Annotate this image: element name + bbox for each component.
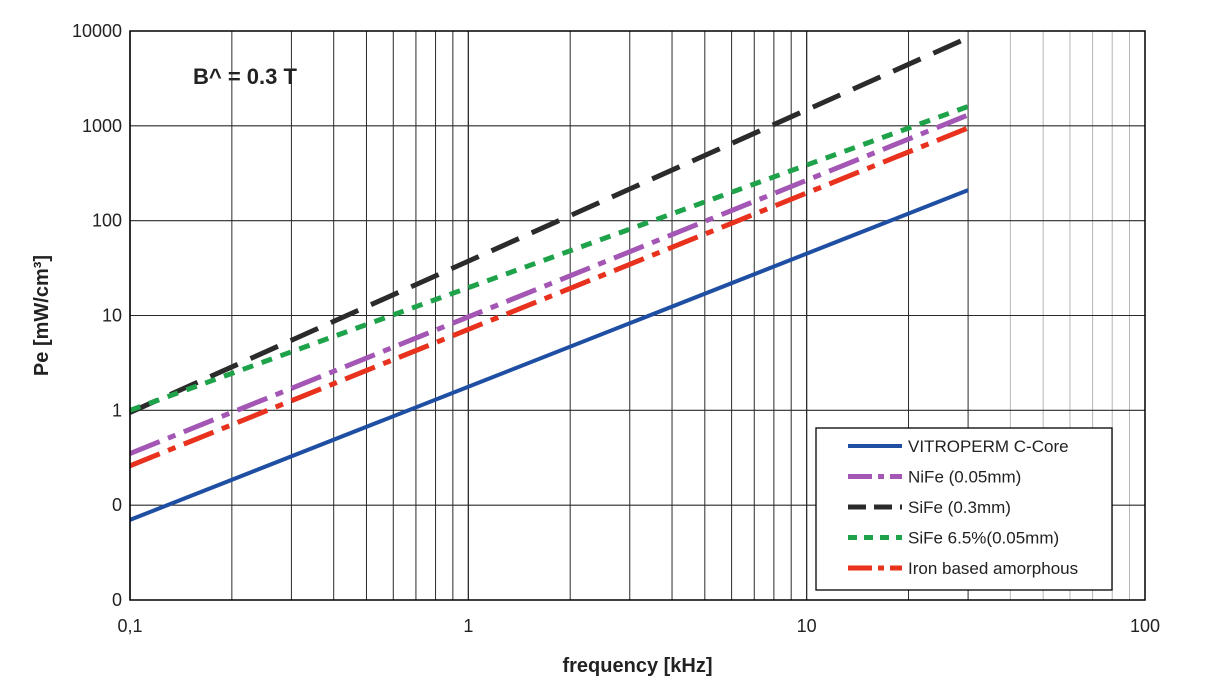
legend-label: VITROPERM C-Core <box>908 437 1069 456</box>
series-line <box>129 188 969 522</box>
plot-frame <box>129 30 1146 601</box>
y-tick-label: 1 <box>112 400 122 420</box>
series-lines <box>128 35 970 522</box>
y-axis-title: Pe [mW/cm³] <box>31 255 53 376</box>
y-tick-label: 1000 <box>82 116 122 136</box>
y-tick-label: 10000 <box>72 21 122 41</box>
x-axis-title: frequency [kHz] <box>562 655 712 677</box>
series-line <box>129 112 970 456</box>
x-tick-label: 1 <box>463 616 473 636</box>
y-tick-label: 0 <box>112 590 122 610</box>
y-tick-label: 10 <box>102 306 122 326</box>
x-tick-label: 0,1 <box>117 616 142 636</box>
y-tick-labels: 0 0 1 10 100 1000 10000 <box>72 21 122 610</box>
legend: VITROPERM C-Core NiFe (0.05mm) SiFe (0.3mm… <box>815 427 1113 591</box>
series-line <box>129 104 969 413</box>
x-tick-label: 100 <box>1130 616 1160 636</box>
legend-label: SiFe (0.3mm) <box>908 498 1011 517</box>
x-tick-label: 10 <box>797 616 817 636</box>
x-tick-labels: 0,1 1 10 100 <box>117 616 1160 636</box>
legend-label: SiFe 6.5%(0.05mm) <box>908 529 1059 548</box>
legend-label: NiFe (0.05mm) <box>908 468 1021 487</box>
y-tick-label: 0 <box>112 495 122 515</box>
series-line <box>128 35 970 415</box>
series-line <box>129 125 970 469</box>
legend-label: Iron based amorphous <box>908 559 1078 578</box>
field-annotation: B^ = 0.3 T <box>193 64 298 89</box>
y-tick-label: 100 <box>92 211 122 231</box>
